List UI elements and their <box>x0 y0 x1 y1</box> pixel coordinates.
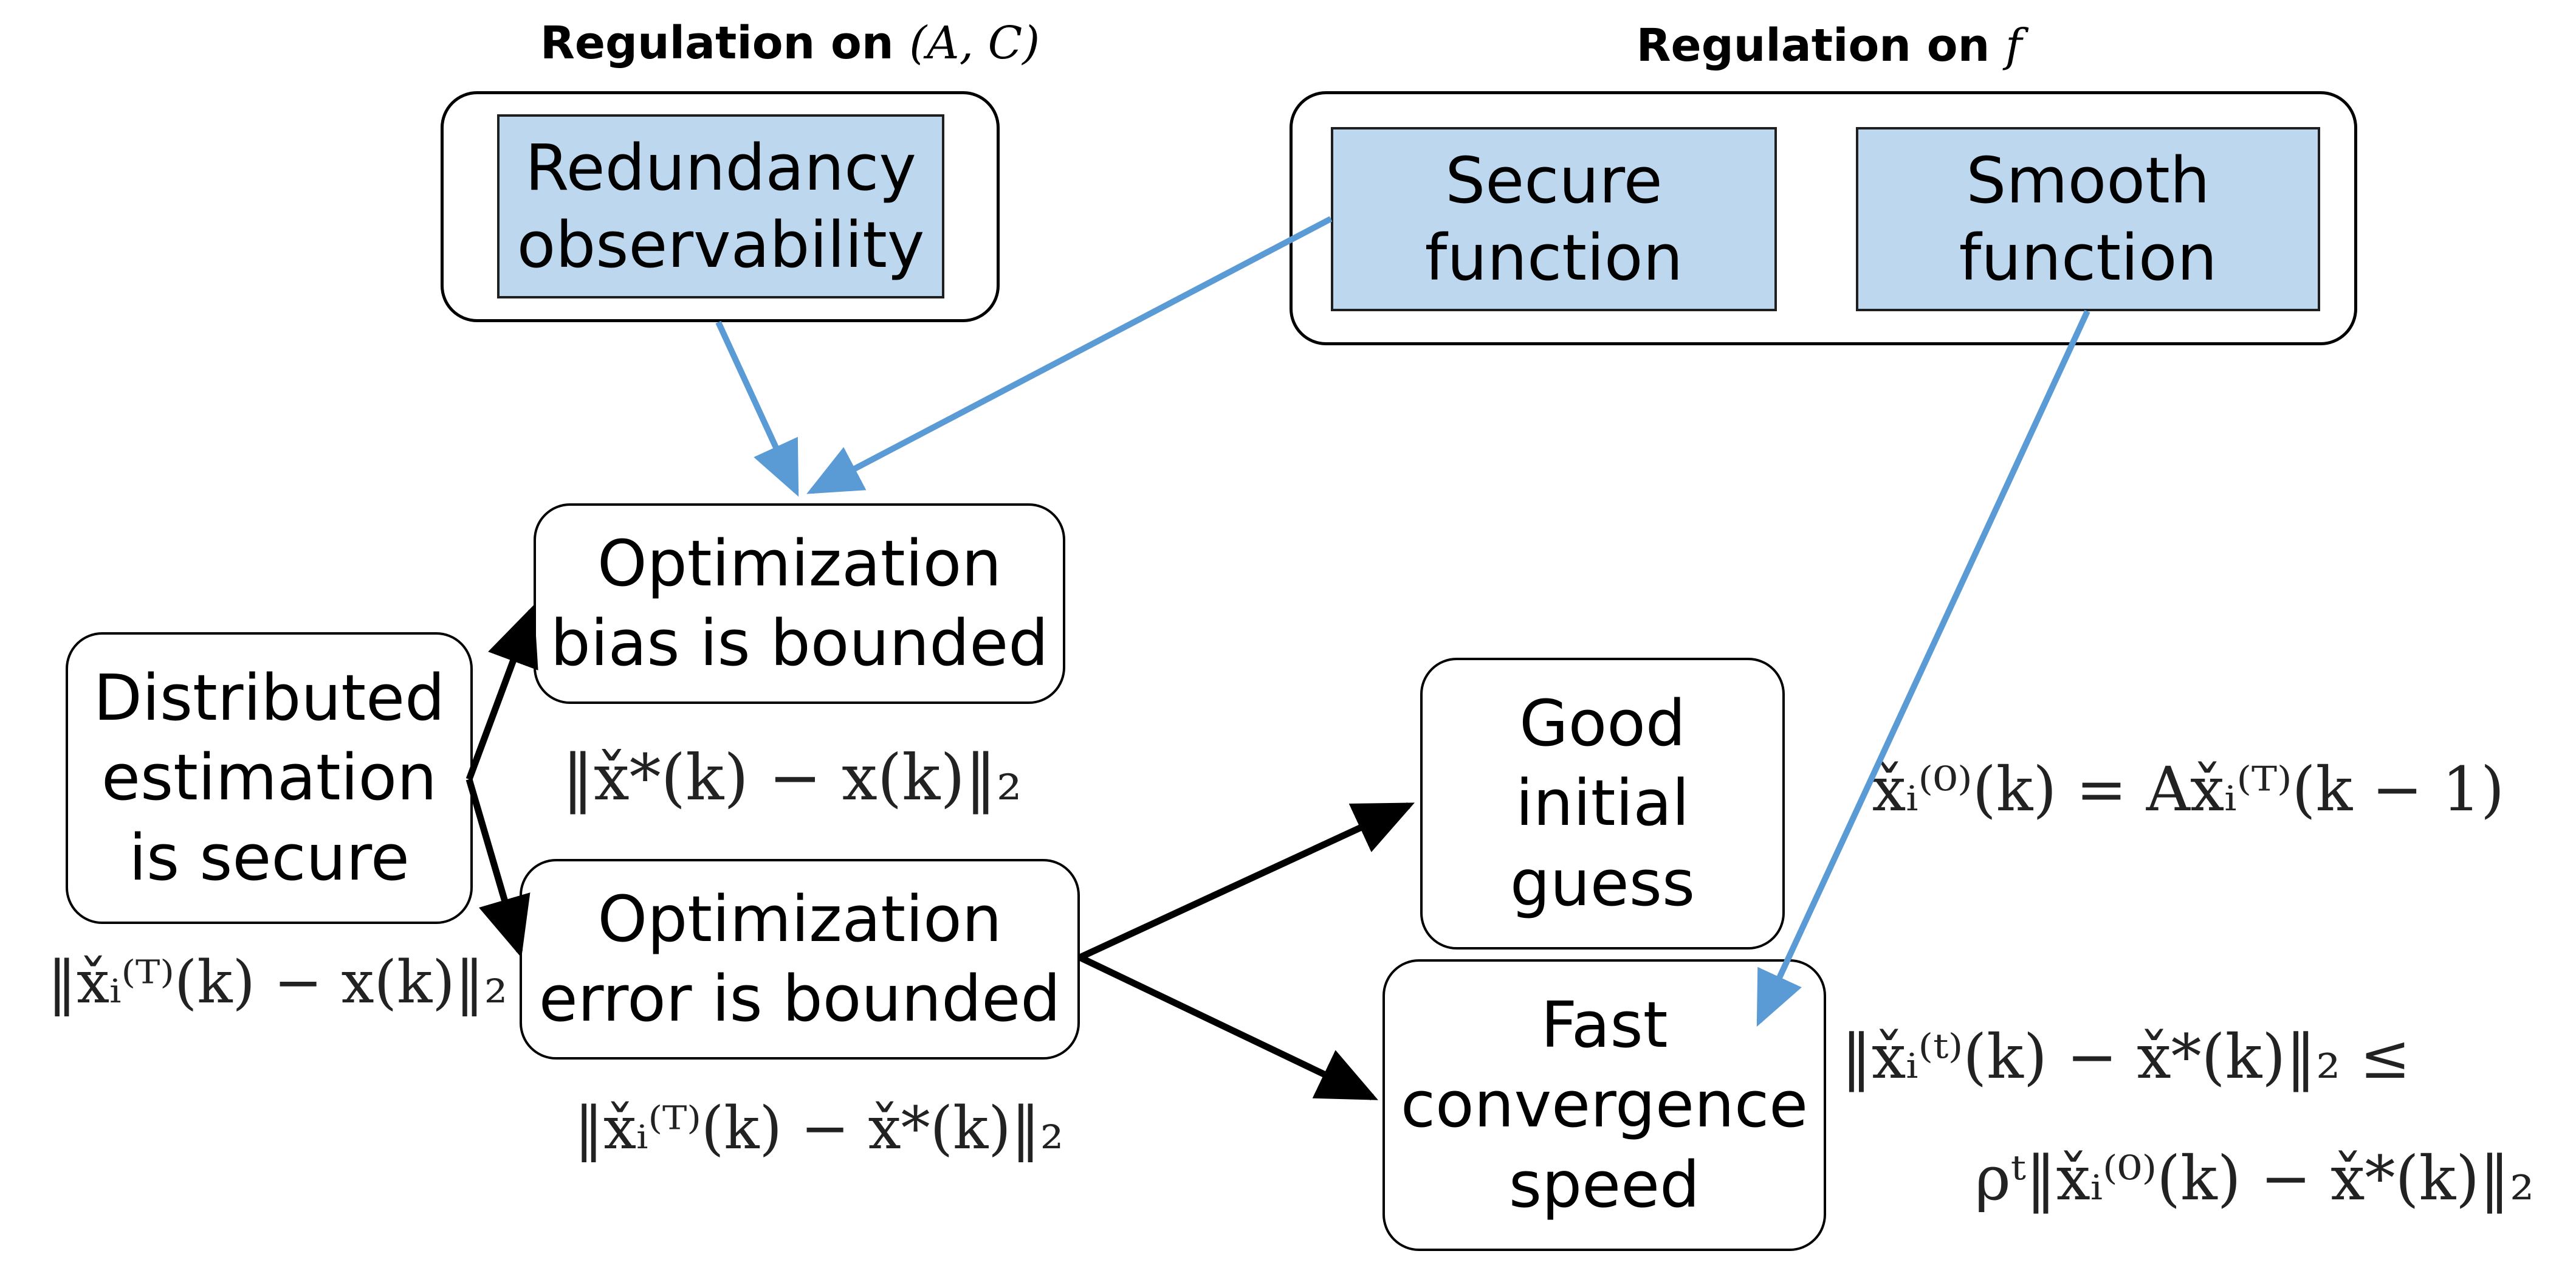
edge-distributed-to-error <box>465 778 531 958</box>
group-title-ac-math: (A, C) <box>909 17 1040 69</box>
group-title-f-math: f <box>2005 19 2022 72</box>
box-secure-line1: Secure <box>1445 143 1663 218</box>
box-smooth-line2: function <box>1959 220 2217 295</box>
formula-distributed: ‖x̌ᵢ⁽ᵀ⁾(k) − x(k)‖₂ <box>47 948 508 1016</box>
edge-secure-to-bias <box>806 216 1333 494</box>
edge-error-to-initial <box>1078 802 1415 960</box>
node-optimization-error: Optimization error is bounded <box>520 859 1080 1060</box>
box-redundancy-observability: Redundancy observability <box>497 114 944 298</box>
node-initial-line2: initial <box>1516 766 1689 841</box>
formula-bias: ‖x̌*(k) − x(k)‖₂ <box>562 740 1022 815</box>
formula-fast-line1: ‖x̌ᵢ⁽ᵗ⁾(k) − x̌*(k)‖₂ ≤ <box>1841 1021 2411 1092</box>
group-title-f: Regulation on f <box>1465 19 2194 72</box>
box-smooth-function: Smooth function <box>1856 127 2320 311</box>
edge-redundancy-to-bias <box>715 320 799 497</box>
node-initial-line3: guess <box>1510 846 1695 920</box>
node-fast-line1: Fast <box>1540 988 1668 1063</box>
node-distributed-line1: Distributed <box>93 661 445 736</box>
group-title-f-text: Regulation on <box>1636 19 2006 72</box>
node-bias-line1: Optimization <box>597 526 1002 601</box>
node-error-line2: error is bounded <box>538 962 1061 1036</box>
formula-initial: x̌ᵢ⁽⁰⁾(k) = Ax̌ᵢ⁽ᵀ⁾(k − 1) <box>1872 754 2505 825</box>
edge-distributed-to-bias <box>465 604 538 781</box>
node-fast-line2: convergence <box>1400 1067 1808 1142</box>
box-smooth-line1: Smooth <box>1966 143 2210 218</box>
box-redundancy-line2: observability <box>517 207 925 282</box>
node-fast-convergence: Fast convergence speed <box>1382 959 1826 1251</box>
box-secure-function: Secure function <box>1331 127 1777 311</box>
node-error-line1: Optimization <box>597 881 1002 956</box>
group-title-ac-text: Regulation on <box>540 17 910 69</box>
box-redundancy-line1: Redundancy <box>525 130 916 205</box>
box-secure-line2: function <box>1424 220 1683 295</box>
node-optimization-bias: Optimization bias is bounded <box>534 503 1065 704</box>
edge-smooth-to-fast <box>1756 309 2090 1027</box>
node-good-initial-guess: Good initial guess <box>1420 658 1785 950</box>
formula-error: ‖x̌ᵢ⁽ᵀ⁾(k) − x̌*(k)‖₂ <box>574 1094 1064 1162</box>
edge-error-to-fast <box>1078 954 1378 1100</box>
node-bias-line2: bias is bounded <box>550 606 1049 680</box>
node-distributed-line3: is secure <box>129 820 410 895</box>
node-distributed-line2: estimation <box>101 740 438 815</box>
node-fast-line3: speed <box>1508 1147 1700 1222</box>
group-title-ac: Regulation on (A, C) <box>425 17 1155 69</box>
node-distributed-estimation: Distributed estimation is secure <box>66 632 473 924</box>
formula-fast-line2: ρᵗ‖x̌ᵢ⁽⁰⁾(k) − x̌*(k)‖₂ <box>1975 1143 2535 1214</box>
node-initial-line1: Good <box>1519 686 1686 761</box>
